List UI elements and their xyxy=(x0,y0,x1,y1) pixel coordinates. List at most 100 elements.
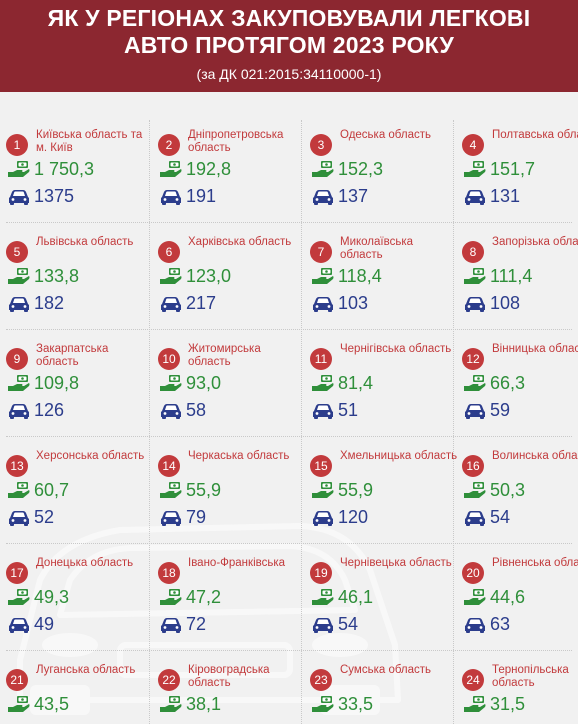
amount-value: 46,1 xyxy=(338,587,374,607)
rank-badge: 2 xyxy=(158,134,180,156)
rank-badge: 22 xyxy=(158,669,180,691)
column-divider xyxy=(453,120,454,724)
rank-badge: 1 xyxy=(6,134,28,156)
region-card: 13 Херсонська область 60,7 52 xyxy=(6,441,146,541)
region-name: Сумська область xyxy=(340,664,432,676)
region-card: 6 Харківська область 123,0 217 xyxy=(158,227,298,327)
car-count-value: 54 xyxy=(490,507,511,527)
region-name: Одеська область xyxy=(340,129,431,141)
region-name: Запорізька область xyxy=(492,236,578,248)
rank-badge: 5 xyxy=(6,241,28,263)
amount-value: 81,4 xyxy=(338,373,374,393)
region-name: Київська область та м. Київ xyxy=(36,129,143,154)
region-name: Полтавська область xyxy=(492,129,578,141)
car-icon xyxy=(9,297,29,312)
car-count-value: 108 xyxy=(490,293,521,313)
car-count-value: 52 xyxy=(34,507,55,527)
car-icon xyxy=(161,297,181,312)
money-hand-icon xyxy=(160,375,182,391)
region-card: 16 Волинська область 50,3 54 xyxy=(462,441,578,541)
region-name: Херсонська область xyxy=(36,450,145,462)
rank-badge: 3 xyxy=(310,134,332,156)
money-hand-icon xyxy=(160,589,182,605)
background-car-illustration xyxy=(17,523,401,715)
header-banner: ЯК У РЕГІОНАХ ЗАКУПОВУВАЛИ ЛЕГКОВІ АВТО … xyxy=(0,0,578,92)
region-name: Житомирська область xyxy=(188,343,261,368)
row-divider xyxy=(6,436,572,437)
region-card: 21 Луганська область 43,5 38 xyxy=(6,655,146,724)
amount-value: 33,5 xyxy=(338,694,374,714)
rank-badge: 16 xyxy=(462,455,484,477)
region-card: 10 Житомирська область 93,0 58 xyxy=(158,334,298,434)
amount-value: 66,3 xyxy=(490,373,526,393)
region-name: Тернопільська область xyxy=(492,664,569,689)
rank-badge: 18 xyxy=(158,562,180,584)
car-count-value: 137 xyxy=(338,186,369,206)
region-card: 18 Івано-Франківська 47,2 72 xyxy=(158,548,298,648)
money-hand-icon xyxy=(312,268,334,284)
rank-badge: 15 xyxy=(310,455,332,477)
amount-value: 152,3 xyxy=(338,159,384,179)
column-divider xyxy=(301,120,302,724)
amount-value: 118,4 xyxy=(338,266,382,286)
car-count-value: 44 xyxy=(490,721,510,724)
money-hand-icon xyxy=(464,696,486,712)
region-card: 8 Запорізька область 111,4 108 xyxy=(462,227,578,327)
money-hand-icon xyxy=(8,161,30,177)
amount-value: 109,8 xyxy=(34,373,80,393)
rank-badge: 10 xyxy=(158,348,180,370)
car-count-value: 38 xyxy=(34,721,54,724)
region-card: 15 Хмельницька область 55,9 120 xyxy=(310,441,457,541)
region-card: 12 Вінницька область 66,3 59 xyxy=(462,334,578,434)
car-count-value: 72 xyxy=(186,614,207,634)
car-icon xyxy=(161,511,181,526)
car-icon xyxy=(313,618,333,633)
rank-badge: 12 xyxy=(462,348,484,370)
region-card: 2 Дніпропетровська область 192,8 191 xyxy=(158,120,298,220)
region-card: 20 Рівненська область 44,6 63 xyxy=(462,548,578,648)
amount-value: 43,5 xyxy=(34,694,70,714)
money-hand-icon xyxy=(464,375,486,391)
money-hand-icon xyxy=(8,482,30,498)
amount-value: 1 750,3 xyxy=(34,159,95,179)
money-hand-icon xyxy=(8,268,30,284)
car-icon xyxy=(9,618,29,633)
region-name: Чернігівська область xyxy=(340,343,452,355)
money-hand-icon xyxy=(8,696,30,712)
region-card: 11 Чернігівська область 81,4 51 xyxy=(310,334,451,434)
region-name: Луганська область xyxy=(36,664,136,676)
car-count-value: 41 xyxy=(338,721,358,724)
car-icon xyxy=(465,404,485,419)
car-count-value: 131 xyxy=(490,186,521,206)
rank-badge: 6 xyxy=(158,241,180,263)
car-count-value: 182 xyxy=(34,293,65,313)
car-count-value: 58 xyxy=(186,400,207,420)
money-hand-icon xyxy=(8,589,30,605)
rank-badge: 21 xyxy=(6,669,28,691)
region-card: 22 Кіровоградська область 38,1 51 xyxy=(158,655,298,724)
car-icon xyxy=(9,190,29,205)
region-name: Хмельницька область xyxy=(340,450,458,462)
region-name: Кіровоградська область xyxy=(188,664,270,689)
money-hand-icon xyxy=(464,268,486,284)
region-name: Чернівецька область xyxy=(340,557,452,569)
car-count-value: 49 xyxy=(34,614,55,634)
row-divider xyxy=(6,222,572,223)
money-hand-icon xyxy=(464,161,486,177)
row-divider xyxy=(6,543,572,544)
region-name: Закарпатська область xyxy=(36,343,109,368)
region-name: Дніпропетровська область xyxy=(188,129,284,154)
rank-badge: 23 xyxy=(310,669,332,691)
rank-badge: 8 xyxy=(462,241,484,263)
car-count-value: 54 xyxy=(338,614,359,634)
car-icon xyxy=(465,190,485,205)
car-icon xyxy=(9,511,29,526)
money-hand-icon xyxy=(160,482,182,498)
region-card: 5 Львівська область 133,8 182 xyxy=(6,227,146,327)
car-icon xyxy=(313,190,333,205)
region-card: 14 Черкаська область 55,9 79 xyxy=(158,441,298,541)
page-title: ЯК У РЕГІОНАХ ЗАКУПОВУВАЛИ ЛЕГКОВІ АВТО … xyxy=(0,0,578,59)
region-name: Миколаївська область xyxy=(340,236,414,261)
car-icon xyxy=(161,618,181,633)
region-card: 19 Чернівецька область 46,1 54 xyxy=(310,548,452,648)
